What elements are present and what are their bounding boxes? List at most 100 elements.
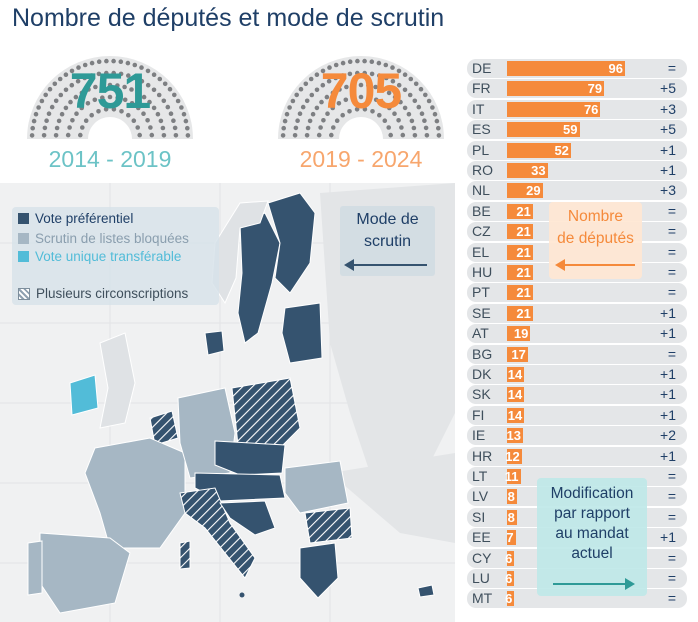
country-code-label: IT: [472, 100, 485, 117]
country-code-label: SK: [472, 386, 491, 403]
seat-dot: [162, 81, 168, 87]
seat-dot: [83, 118, 89, 123]
seat-dot: [73, 94, 79, 100]
seats-2014-2019: 751: [69, 63, 151, 119]
country-code-label: FR: [472, 80, 491, 97]
seat-count-label-line2: de députés: [557, 230, 634, 247]
seat-count-label-line1: Nombre: [567, 208, 624, 225]
seat-change-label: +1: [660, 325, 676, 342]
seat-dot: [69, 68, 75, 74]
seat-count-label: 12: [505, 448, 520, 464]
seat-dot: [376, 60, 382, 66]
seat-dot: [386, 90, 392, 96]
seat-dot: [326, 78, 332, 84]
seat-dot: [390, 78, 396, 84]
seat-dot: [384, 75, 389, 81]
seat-dot: [314, 105, 320, 111]
seat-dot: [383, 62, 389, 68]
seat-dot: [129, 87, 134, 92]
seat-dot: [399, 125, 404, 130]
seat-change-label: +1: [660, 447, 676, 464]
seat-change-label: =: [667, 590, 676, 607]
seat-dot: [53, 98, 59, 104]
seat-dot: [380, 87, 385, 92]
seat-dot: [131, 118, 137, 123]
country-code-label: PL: [472, 141, 490, 158]
seat-dot: [402, 87, 408, 93]
seat-count-label: 21: [516, 265, 531, 280]
seat-bar: [507, 142, 571, 158]
seat-dot: [386, 125, 392, 130]
seat-dot: [136, 105, 141, 111]
seat-dot: [418, 86, 424, 92]
seat-dot: [30, 125, 35, 131]
legend-label: Scrutin de listes bloquées: [35, 231, 189, 246]
seat-dot: [79, 90, 85, 96]
legend-swatch: [18, 251, 29, 262]
seat-dot: [80, 125, 85, 130]
seat-change-label: +1: [660, 406, 676, 423]
seat-dot: [86, 87, 91, 92]
country-code-label: CY: [472, 549, 492, 566]
term-2014-2019: 2014 - 2019: [48, 146, 172, 172]
seat-bar: [507, 244, 533, 260]
seat-dot: [129, 101, 135, 106]
seats-2019-2024: 705: [320, 63, 402, 119]
seat-dot: [68, 99, 73, 105]
seat-dot: [334, 118, 340, 123]
map-italy: [179, 487, 256, 579]
seat-dot: [436, 133, 442, 138]
seat-dot: [79, 105, 84, 111]
seat-dot: [411, 125, 417, 131]
map-sardinia: [179, 540, 191, 570]
seat-dot: [145, 68, 151, 74]
seat-dot: [96, 59, 102, 64]
seat-bar: [507, 509, 517, 525]
seat-change-label: +1: [660, 162, 676, 178]
seat-bar: [507, 326, 531, 342]
country-code-label: SE: [472, 304, 491, 321]
seat-dot: [434, 118, 440, 124]
seat-dot: [151, 72, 157, 77]
seat-dot: [408, 76, 414, 82]
seat-dot: [309, 92, 315, 98]
seat-dot: [358, 82, 364, 88]
seat-dot: [92, 97, 98, 103]
seat-dot: [396, 118, 401, 123]
seat-change-label: +5: [660, 121, 676, 138]
seat-count-label: 14: [507, 367, 523, 382]
seat-dot: [330, 105, 336, 111]
seat-dot: [172, 125, 178, 131]
seat-dot: [125, 60, 131, 66]
seat-dot: [396, 82, 402, 88]
seat-dot: [330, 90, 336, 96]
legend-item-stv: Vote unique transférable: [18, 249, 181, 264]
legend-label: Plusieurs circonscriptions: [36, 286, 189, 301]
seat-dot: [85, 101, 91, 106]
arrow-right-icon: [553, 583, 625, 585]
voting-mode-arrow-legend: Mode de scrutin: [340, 206, 435, 276]
seat-dot: [168, 111, 174, 116]
seat-count-label: 7: [506, 530, 514, 546]
seat-dot: [373, 84, 378, 90]
map-croatia-slovenia: [219, 500, 276, 536]
seat-change-label: +1: [660, 529, 676, 546]
change-legend: Modification par rapport au mandat actue…: [537, 478, 647, 596]
seat-dot: [96, 71, 102, 77]
change-label-line3: au mandat: [555, 525, 629, 542]
seat-count-label: 6: [505, 571, 513, 586]
seat-dot: [358, 94, 364, 100]
seat-dot: [377, 73, 382, 78]
map-malta: [239, 592, 245, 598]
seat-dot: [183, 118, 189, 124]
seat-dot: [161, 98, 167, 104]
seat-count-label: 17: [511, 346, 526, 362]
seat-dot: [173, 133, 179, 138]
seat-change-label: =: [667, 508, 676, 525]
seat-dot: [337, 87, 342, 92]
seat-dot: [96, 109, 101, 114]
seat-change-label: +1: [660, 304, 676, 321]
seat-dot: [392, 111, 397, 116]
seat-dot: [321, 118, 326, 123]
seat-count-label: 21: [516, 305, 531, 321]
